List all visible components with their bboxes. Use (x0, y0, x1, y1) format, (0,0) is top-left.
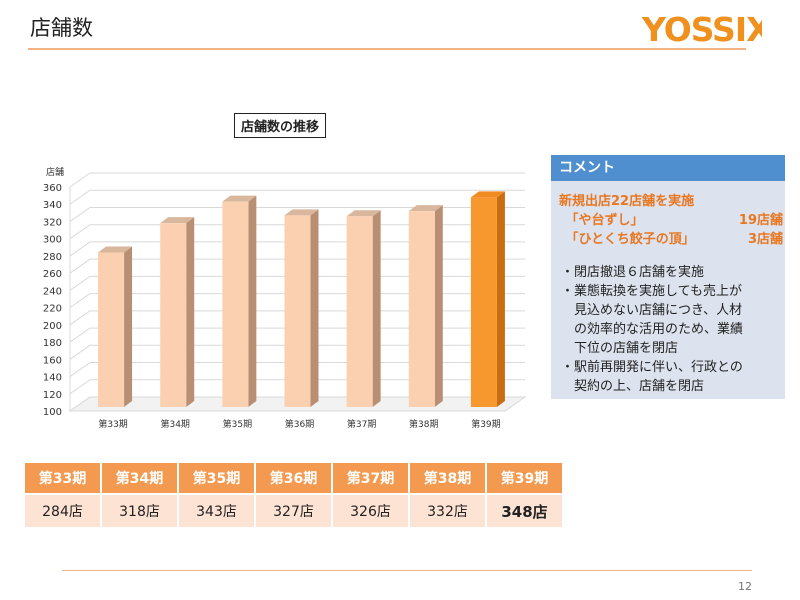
y-tick-label: 100 (43, 407, 62, 418)
bar (222, 201, 249, 407)
bar-side (186, 217, 195, 407)
comment-highlight-count: 3店舗 (747, 232, 783, 247)
x-tick-label: 第36期 (285, 418, 314, 430)
y-axis-unit-label: 店舗 (46, 166, 64, 178)
chart-title: 店舗数の推移 (234, 113, 327, 138)
bar (346, 216, 373, 407)
y-tick-label: 260 (43, 269, 62, 280)
comment-bullet: 見込めない店舗につき、人材 (561, 303, 743, 318)
footer-divider (62, 570, 752, 571)
table-header-row: 第33期 第34期 第35期 第36期 第37期 第38期 第39期 (23, 461, 564, 495)
bar-side (310, 209, 319, 407)
page-number: 12 (738, 580, 752, 593)
table-header-cell: 第35期 (177, 461, 256, 495)
gridline (69, 189, 525, 205)
y-tick-label: 320 (43, 217, 62, 228)
table-value-cell: 284店 (23, 493, 102, 529)
table-value-cell: 332店 (408, 493, 487, 529)
y-tick-label: 140 (43, 373, 62, 384)
comment-bullet: ・駅前再開発に伴い、行政との (561, 360, 743, 375)
y-tick-label: 180 (43, 338, 62, 349)
bar-side (372, 210, 381, 407)
bar-top (408, 205, 443, 212)
bar (160, 223, 187, 407)
comment-highlight-text: 「や台ずし」 (559, 213, 644, 228)
comment-bullet: 下位の店舗を閉店 (561, 341, 679, 356)
table-value-cell: 326店 (331, 493, 410, 529)
table-header-cell: 第37期 (331, 461, 410, 495)
bar (284, 215, 311, 407)
y-tick-label: 160 (43, 355, 62, 366)
bar-side (434, 205, 443, 407)
store-count-chart: 店舗 100 120 140 160 180 200 220 240 260 280 300 320 34… (43, 166, 527, 430)
table-value-cell: 318店 (100, 493, 179, 529)
table-value-cell: 343店 (177, 493, 256, 529)
y-tick-label: 300 (43, 235, 62, 246)
bar (98, 252, 125, 407)
bar-top (346, 210, 381, 217)
bar (470, 197, 497, 407)
bar (408, 211, 435, 407)
comment-highlight-text: 「ひとくち餃子の頂」 (559, 232, 695, 247)
y-tick-label: 120 (43, 390, 62, 401)
comment-bullet: の効率的な活用のため、業績 (561, 322, 744, 337)
table-value-cell-latest: 348店 (485, 493, 564, 529)
y-tick-label: 200 (43, 321, 62, 332)
comment-highlight-count: 19店舗 (738, 213, 783, 228)
comment-highlight-line: 新規出店22店舗を実施 (559, 190, 793, 209)
bar-top (98, 246, 133, 253)
x-tick-label: 第38期 (409, 418, 438, 430)
x-tick-label: 第33期 (98, 418, 127, 430)
table-header-cell: 第33期 (23, 461, 102, 495)
header-divider (28, 48, 746, 50)
gridline (69, 206, 525, 222)
y-tick-label: 280 (43, 252, 62, 263)
table-value-row: 284店 318店 343店 327店 326店 332店 348店 (23, 493, 564, 529)
comment-panel: コメント 新規出店22店舗を実施 「や台ずし」 19店舗 「ひとくち餃子の頂」 … (551, 155, 785, 399)
comment-bullet: ・業態転換を実施しても売上が (561, 284, 742, 299)
store-count-table: 第33期 第34期 第35期 第36期 第37期 第38期 第39期 284店 … (23, 461, 564, 529)
table-value-cell: 327店 (254, 493, 333, 529)
comment-bullet: 契約の上、店舗を閉店 (561, 379, 705, 394)
y-tick-label: 360 (43, 183, 62, 194)
bar-top (160, 217, 195, 224)
bar-top (284, 209, 319, 216)
y-tick-label: 340 (43, 200, 62, 211)
comment-bullet: ・閉店撤退６店舗を実施 (561, 265, 705, 280)
bar-side (248, 195, 257, 407)
table-header-cell: 第34期 (100, 461, 179, 495)
bar-top (470, 191, 505, 198)
x-tick-label: 第34期 (160, 418, 189, 430)
page-title: 店舗数 (30, 16, 93, 40)
bar-top (222, 195, 257, 202)
company-logo: YOSSIX (641, 10, 762, 48)
table-header-cell: 第36期 (254, 461, 333, 495)
y-tick-label: 240 (43, 286, 62, 297)
comment-title: コメント (551, 155, 785, 181)
bar-side (496, 191, 505, 407)
x-tick-label: 第35期 (223, 418, 252, 430)
x-tick-label: 第37期 (347, 418, 376, 430)
gridline (69, 172, 525, 188)
bar-side (124, 246, 133, 407)
logo-text: YOSSIX (641, 10, 762, 48)
table-header-cell: 第39期 (485, 461, 564, 495)
y-tick-label: 220 (43, 304, 62, 315)
table-header-cell: 第38期 (408, 461, 487, 495)
x-tick-label: 第39期 (471, 418, 500, 430)
comment-highlight-text: 新規出店22店舗を実施 (559, 194, 695, 209)
